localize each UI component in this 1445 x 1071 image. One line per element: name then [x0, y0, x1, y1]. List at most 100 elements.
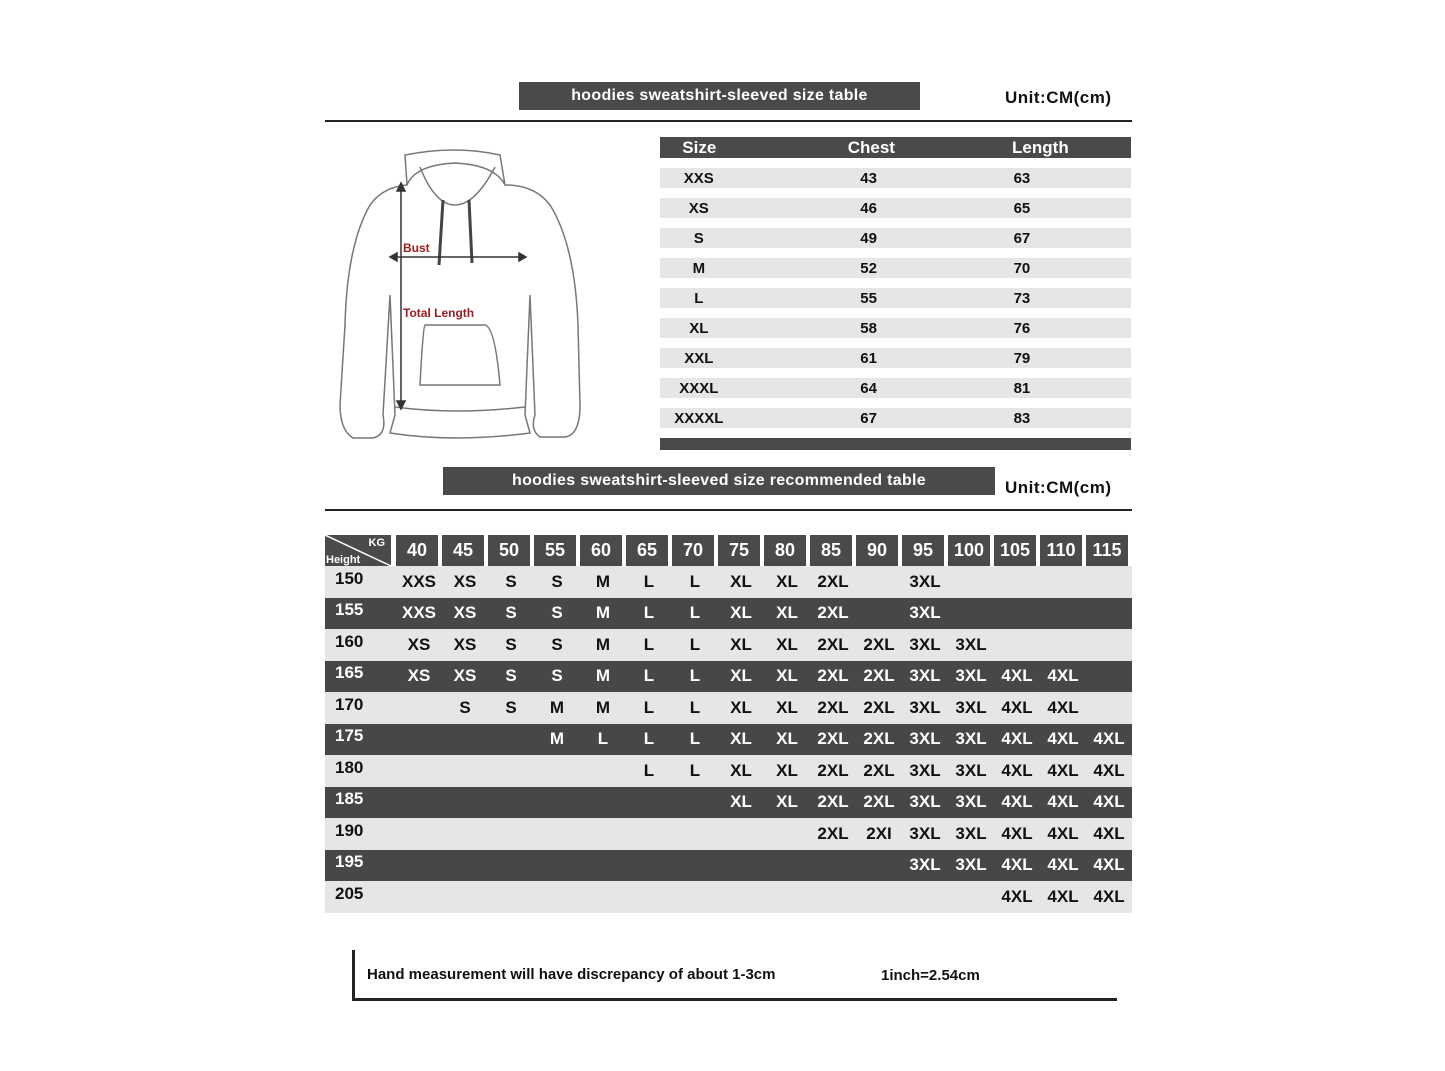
chest-cell: 55 — [860, 289, 877, 307]
weight-header: 80 — [764, 535, 806, 566]
size-row: XS 46 65 — [660, 198, 1131, 218]
size-cell: L — [643, 603, 655, 623]
corner-cell: KG Height — [325, 535, 391, 566]
size-cell: M — [595, 603, 611, 623]
size-cell: 3XL — [955, 666, 987, 686]
length-cell: 70 — [1013, 259, 1031, 277]
size-cell: 2XL — [817, 729, 849, 749]
size-cell: S — [551, 571, 563, 591]
size-cell: XXS — [683, 169, 714, 187]
size-row: S 49 67 — [660, 228, 1131, 248]
recommended-row: 155 XXS XS S S M L L XL XL 2XL 3XL — [325, 597, 1132, 629]
size-cell: 2XL — [817, 792, 849, 812]
height-cell: 160 — [335, 631, 364, 651]
size-cell: XL — [689, 319, 709, 337]
size-cell: L — [689, 729, 701, 749]
size-cell: 4XL — [1047, 855, 1079, 875]
size-cell: XL — [730, 792, 752, 812]
length-cell: 83 — [1013, 409, 1031, 427]
size-table: Size Chest Length XXS 43 63 XS 46 65 S 49 67 M 52 7… — [660, 137, 1131, 450]
size-cell: S — [551, 666, 563, 686]
size-cell: 4XL — [1047, 886, 1079, 906]
size-cell: XXXL — [679, 379, 719, 397]
recommended-row: 150 XXS XS S S M L L XL XL 2XL 3XL — [325, 566, 1132, 598]
size-cell: XL — [730, 603, 752, 623]
size-cell: 4XL — [1047, 792, 1079, 812]
size-cell: 2XL — [817, 666, 849, 686]
chest-cell: 64 — [860, 379, 877, 397]
height-cell: 190 — [335, 820, 364, 840]
size-cell: 4XL — [1001, 855, 1033, 875]
length-cell: 76 — [1013, 319, 1031, 337]
weight-header: 55 — [534, 535, 576, 566]
chest-cell: 46 — [860, 199, 877, 217]
hoodie-diagram: Bust Total Length — [339, 149, 581, 439]
bust-label: Bust — [403, 241, 430, 255]
size-row: XXXXL 67 83 — [660, 408, 1131, 428]
size-cell: M — [692, 259, 706, 277]
size-cell: S — [505, 634, 517, 654]
size-cell: 3XL — [909, 603, 941, 623]
size-cell: 4XL — [1047, 729, 1079, 749]
size-cell: 3XL — [955, 760, 987, 780]
size-cell: 4XL — [1047, 823, 1079, 843]
size-cell: XXS — [401, 603, 437, 623]
size-cell: XL — [776, 666, 798, 686]
length-cell: 79 — [1013, 349, 1031, 367]
size-cell: XL — [730, 729, 752, 749]
height-cell: 185 — [335, 789, 364, 809]
chest-cell: 58 — [860, 319, 877, 337]
size-cell: 2XL — [817, 823, 849, 843]
size-cell: 3XL — [909, 729, 941, 749]
size-cell: L — [643, 666, 655, 686]
size-cell: L — [643, 634, 655, 654]
inch-conversion: 1inch=2.54cm — [881, 967, 980, 984]
size-cell: 3XL — [909, 634, 941, 654]
chest-cell: 49 — [860, 229, 877, 247]
size-cell: L — [689, 666, 701, 686]
weight-header: 60 — [580, 535, 622, 566]
size-cell: XS — [453, 571, 477, 591]
size-cell: 2XL — [863, 697, 895, 717]
size-cell: M — [549, 697, 565, 717]
size-cell: L — [694, 289, 704, 307]
recommended-row: 170 S S M M L L XL XL 2XL 2XL 3XL 3XL 4XL 4XL — [325, 692, 1132, 724]
weight-header: 75 — [718, 535, 760, 566]
height-cell: 205 — [335, 883, 364, 903]
size-cell: S — [505, 666, 517, 686]
size-table-footer-bar — [660, 438, 1131, 450]
recommended-table-header: KG Height 40 45 50 55 60 65 70 75 80 85 90 95 100 105… — [325, 535, 1132, 566]
size-row: XXL 61 79 — [660, 348, 1131, 368]
size-cell: S — [551, 603, 563, 623]
size-cell: 3XL — [955, 855, 987, 875]
recommended-table-unit: Unit:CM(cm) — [1005, 478, 1112, 497]
size-cell: S — [693, 229, 704, 247]
recommended-row: 195 3XL 3XL 4XL 4XL 4XL — [325, 849, 1132, 881]
height-cell: 170 — [335, 694, 364, 714]
recommended-table: KG Height 40 45 50 55 60 65 70 75 80 85 90 95 100 105… — [325, 535, 1132, 913]
size-cell: XS — [407, 666, 431, 686]
header-size: Size — [682, 137, 717, 157]
size-cell: XL — [730, 571, 752, 591]
discrepancy-note: Hand measurement will have discrepancy o… — [367, 966, 776, 983]
size-cell: 4XL — [1001, 792, 1033, 812]
size-cell: XS — [453, 603, 477, 623]
size-cell: L — [643, 729, 655, 749]
size-cell: 4XL — [1001, 823, 1033, 843]
size-cell: 2XI — [866, 823, 892, 843]
size-cell: L — [643, 571, 655, 591]
size-cell: M — [595, 697, 611, 717]
weight-header: 40 — [396, 535, 438, 566]
weight-header: 100 — [948, 535, 990, 566]
recommended-row: 205 4XL 4XL 4XL — [325, 881, 1132, 913]
size-cell: 2XL — [817, 634, 849, 654]
height-label: Height — [326, 554, 361, 566]
height-cell: 180 — [335, 757, 364, 777]
chest-cell: 43 — [860, 169, 877, 187]
chest-cell: 52 — [860, 259, 877, 277]
size-cell: XS — [688, 199, 709, 217]
header-chest: Chest — [847, 137, 895, 157]
chest-cell: 67 — [860, 409, 877, 427]
size-cell: XXS — [401, 571, 437, 591]
